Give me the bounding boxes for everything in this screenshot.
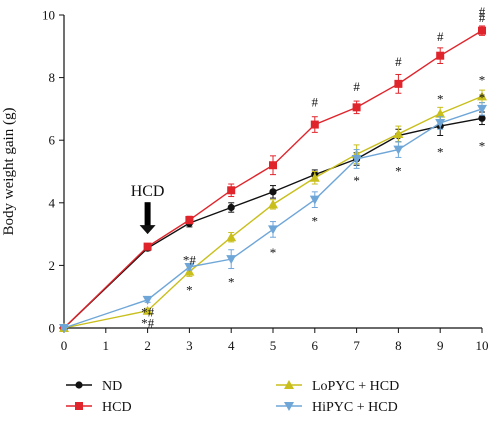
significance-mark: # (479, 4, 486, 19)
legend-item-1: ND (66, 379, 122, 394)
legend-item-4: HiPYC + HCD (276, 400, 398, 415)
data-point (435, 118, 446, 128)
significance-mark: # (395, 54, 402, 69)
significance-mark: * (395, 164, 402, 179)
significance-mark: *# (141, 304, 155, 319)
legend-label: ND (102, 379, 122, 394)
annotation-label: HCD (131, 183, 165, 200)
significance-mark: * (479, 90, 486, 105)
y-tick-label: 8 (49, 70, 56, 85)
legend-marker (75, 402, 83, 410)
significance-mark: * (228, 275, 235, 290)
y-tick-label: 2 (49, 258, 56, 273)
legend-label: HCD (102, 400, 132, 415)
significance-mark: * (353, 173, 360, 188)
significance-mark: * (437, 145, 444, 160)
x-tick-label: 1 (103, 338, 110, 353)
x-tick-label: 4 (228, 338, 235, 353)
data-point (227, 203, 235, 212)
x-tick-label: 3 (186, 338, 193, 353)
y-tick-label: 10 (42, 8, 55, 23)
annotation: HCD (131, 183, 165, 235)
data-point (142, 305, 153, 315)
data-point (142, 295, 153, 305)
series-2 (60, 25, 486, 332)
series-4 (59, 102, 487, 333)
x-tick-label: 7 (353, 338, 360, 353)
data-point (436, 51, 445, 60)
annotation-arrow-head (139, 225, 156, 235)
x-tick-label: 2 (144, 338, 151, 353)
data-point (351, 154, 362, 164)
x-tick-label: 5 (270, 338, 277, 353)
data-point (478, 114, 486, 122)
legend-marker (284, 402, 294, 411)
significance-mark: * (270, 245, 277, 260)
data-point (185, 216, 194, 225)
significance-mark: * (437, 92, 444, 107)
series-group (59, 25, 487, 333)
data-point (143, 242, 152, 251)
significance-mark: * (479, 138, 486, 153)
data-point (309, 172, 320, 182)
x-tick-label: 10 (476, 338, 489, 353)
y-tick-label: 4 (49, 195, 56, 210)
significance-marks: *#*#*#****##*#*#**##*** (141, 4, 486, 330)
x-tick-label: 6 (312, 338, 319, 353)
series-line (63, 108, 483, 329)
significance-mark: # (312, 95, 319, 110)
data-point (435, 108, 446, 118)
y-tick-label: 0 (49, 321, 56, 336)
data-point (268, 199, 278, 209)
series-line (63, 30, 483, 329)
data-point (393, 145, 404, 155)
data-point (394, 79, 403, 88)
legend-item-3: LoPYC + HCD (276, 379, 399, 394)
y-axis-title: Body weight gain (g) (1, 108, 17, 236)
significance-mark: *# (141, 315, 155, 330)
data-point (184, 262, 195, 272)
data-point (478, 26, 486, 35)
x-tick-label: 8 (395, 338, 402, 353)
ticks: 0 1 2 3 4 5 6 7 8 9 10 0 2 4 6 8 10 (42, 8, 489, 354)
series-3 (59, 89, 487, 332)
significance-mark: # (353, 79, 360, 94)
data-point (268, 225, 278, 235)
data-point (227, 186, 236, 195)
series-line (63, 117, 483, 329)
legend: ND HCD LoPYC + HCD HiPYC + HCD (66, 379, 399, 415)
significance-mark: * (312, 214, 319, 229)
legend-item-2: HCD (66, 400, 132, 415)
y-tick-label: 6 (49, 133, 56, 148)
legend-marker (284, 380, 294, 389)
series-line (63, 95, 483, 329)
data-point (59, 324, 69, 333)
data-point (269, 188, 277, 196)
significance-mark: *# (183, 253, 197, 268)
significance-mark: * (479, 73, 486, 88)
data-point (477, 91, 487, 101)
x-tick-label: 9 (437, 338, 444, 353)
legend-label: HiPYC + HCD (312, 400, 398, 415)
legend-marker (75, 381, 83, 389)
data-point (310, 120, 319, 129)
data-point (226, 232, 237, 242)
data-point (477, 104, 487, 114)
data-point (309, 195, 320, 205)
data-point (269, 161, 277, 170)
significance-mark: # (479, 10, 486, 25)
data-point (352, 103, 361, 112)
data-point (226, 255, 237, 265)
x-tick-label: 0 (61, 338, 68, 353)
data-point (393, 128, 404, 138)
annotation-arrow-shaft (144, 202, 151, 227)
significance-mark: # (437, 29, 444, 44)
legend-label: LoPYC + HCD (312, 379, 399, 394)
significance-mark: * (186, 282, 193, 297)
